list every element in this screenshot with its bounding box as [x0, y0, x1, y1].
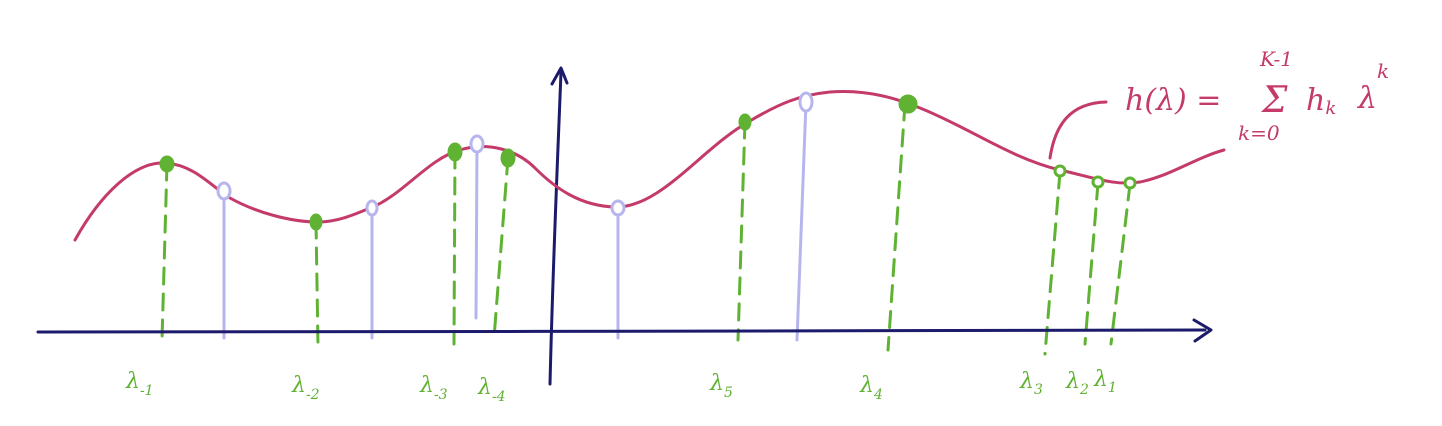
green-stem [314, 220, 320, 348]
green-sample-marker [1091, 175, 1105, 189]
lavender-sample-marker [365, 199, 379, 217]
green-sample-marker [898, 94, 918, 114]
green-sample-marker [309, 213, 323, 231]
green-stem [1109, 182, 1132, 346]
green-sample-marker [159, 155, 175, 173]
label-lambda-minus-3: λ-3 [419, 373, 448, 403]
green-stem [1043, 170, 1062, 356]
lavender-sample-marker [610, 199, 626, 217]
formula-coefficient: hk [1306, 83, 1336, 119]
green-sample-marker [1123, 176, 1137, 190]
lavender-sample-marker [216, 181, 232, 201]
x-axis-arrowhead [1192, 318, 1213, 343]
green-stems [160, 102, 1132, 356]
formula-sum-symbol: Σ [1260, 80, 1288, 121]
green-sample-marker [500, 148, 516, 168]
axes [36, 66, 1213, 386]
label-lambda-3: λ3 [1019, 369, 1043, 398]
label-lambda-minus-2: λ-2 [291, 373, 320, 403]
green-sample-marker [1053, 164, 1067, 178]
label-lambda-minus-1: λ-1 [125, 369, 154, 399]
x-axis [36, 328, 1207, 334]
formula-lhs: h(λ) = [1125, 83, 1221, 118]
lavender-stem [474, 142, 479, 320]
green-sample-marker [447, 142, 463, 162]
lavender-sample-marker [798, 91, 814, 113]
green-stem [886, 102, 907, 352]
filter-curve [73, 90, 1226, 242]
formula-pointer [1048, 100, 1108, 160]
green-sample-marker [738, 113, 752, 131]
green-stem [736, 120, 747, 342]
green-stem [452, 150, 457, 346]
formula-sum-upper: K-1 [1259, 47, 1293, 71]
formula-sum-lower: k=0 [1238, 121, 1280, 145]
lavender-sample-marker [469, 134, 485, 154]
label-lambda-minus-4: λ-4 [477, 375, 506, 405]
green-stem [492, 156, 510, 340]
green-markers [159, 94, 1137, 231]
label-lambda-2: λ2 [1065, 369, 1089, 398]
formula-variable: λk [1357, 59, 1389, 116]
lavender-stem [795, 100, 808, 342]
green-stem [1083, 181, 1100, 346]
lavender-stems [222, 100, 808, 342]
y-axis-arrowhead [550, 66, 569, 86]
eigenvalue-labels: λ-1 λ-2 λ-3 λ-4 λ5 λ4 λ3 λ2 λ1 [125, 367, 1117, 405]
polynomial-formula: h(λ) = K-1 Σ k=0 hk λk [1125, 47, 1389, 145]
label-lambda-5: λ5 [709, 371, 733, 401]
green-stem [160, 162, 169, 342]
y-axis [548, 70, 563, 386]
lavender-markers [216, 91, 814, 217]
label-lambda-1: λ1 [1093, 367, 1117, 396]
label-lambda-4: λ4 [859, 373, 883, 403]
